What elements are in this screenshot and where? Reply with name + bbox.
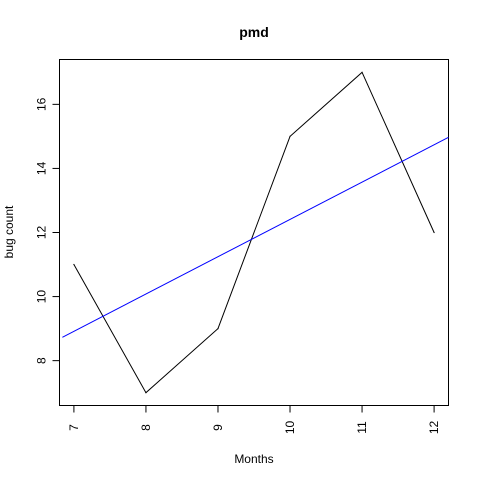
- y-tick-label: 14: [35, 161, 49, 175]
- x-tick-label: 9: [211, 424, 225, 431]
- chart-title: pmd: [239, 24, 269, 40]
- x-tick-label: 12: [427, 421, 441, 435]
- x-axis: 7 8 9 10 11 12: [67, 405, 441, 435]
- y-tick-label: 16: [35, 97, 49, 111]
- x-tick-label: 7: [67, 424, 81, 431]
- data-point: [145, 392, 147, 394]
- trend-line: [62, 136, 449, 338]
- series-group: [62, 71, 449, 394]
- y-axis-label: bug count: [2, 205, 16, 258]
- x-tick-label: 10: [283, 421, 297, 435]
- data-point: [217, 328, 219, 330]
- y-tick-label: 10: [35, 290, 49, 304]
- data-point: [73, 263, 75, 266]
- x-tick-label: 8: [139, 424, 153, 431]
- y-axis: 8 10 12 14 16: [35, 97, 60, 364]
- x-tick-label: 11: [355, 421, 369, 434]
- data-point: [361, 71, 363, 73]
- x-axis-label: Months: [234, 452, 273, 466]
- y-tick-label: 12: [35, 226, 49, 240]
- y-tick-label: 8: [35, 357, 49, 364]
- series-line-0: [73, 71, 435, 394]
- data-point: [433, 231, 435, 234]
- data-point: [289, 135, 291, 137]
